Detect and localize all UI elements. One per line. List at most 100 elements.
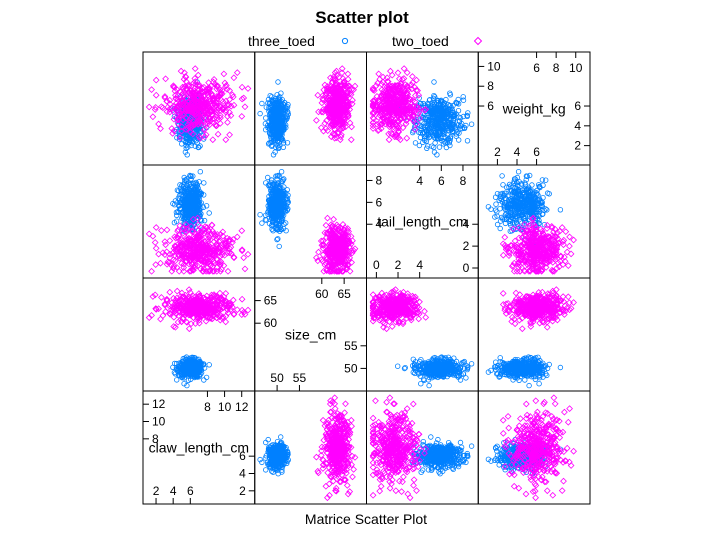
scatter-point bbox=[174, 120, 182, 128]
scatter-point bbox=[175, 116, 182, 124]
scatter-point bbox=[216, 107, 224, 114]
legend-label-three-toed: three_toed bbox=[248, 33, 315, 49]
scatter-point bbox=[197, 96, 204, 104]
scatter-point bbox=[257, 110, 263, 117]
scatter-point bbox=[197, 93, 205, 100]
scatter-point bbox=[271, 106, 277, 112]
scatter-point bbox=[275, 79, 281, 85]
scatter-point bbox=[161, 94, 169, 102]
scatter-point bbox=[148, 86, 155, 93]
scatter-point bbox=[163, 226, 171, 234]
scatter-point bbox=[152, 224, 160, 231]
scatter-point bbox=[276, 106, 283, 112]
scatter-point bbox=[218, 90, 226, 98]
diagonal-tick-label: 2 bbox=[395, 258, 402, 272]
scatter-point bbox=[200, 104, 208, 111]
scatter-point bbox=[173, 86, 181, 94]
scatter-point bbox=[416, 142, 423, 149]
scatter-point bbox=[447, 92, 454, 98]
scatter-point bbox=[170, 127, 178, 134]
scatter-point bbox=[219, 98, 227, 105]
scatter-point bbox=[214, 130, 222, 138]
scatter-point bbox=[186, 103, 194, 111]
scatter-point bbox=[209, 136, 217, 144]
scatter-point bbox=[272, 128, 278, 135]
scatter-point bbox=[266, 104, 272, 111]
scatter-point bbox=[387, 67, 394, 75]
scatter-point bbox=[224, 113, 231, 120]
scatter-point bbox=[268, 109, 274, 116]
scatter-point bbox=[152, 261, 160, 268]
scatter-point bbox=[216, 120, 224, 127]
diagonal-tick-label: 6 bbox=[438, 174, 445, 188]
scatter-point bbox=[266, 108, 272, 114]
scatter-point bbox=[176, 134, 184, 142]
scatter-point bbox=[230, 74, 238, 82]
scatter-point bbox=[181, 137, 187, 143]
scatter-point bbox=[151, 239, 159, 246]
diagonal-tick-label: 8 bbox=[553, 61, 560, 75]
diagonal-tick-label: 0 bbox=[373, 258, 380, 272]
scatter-point bbox=[324, 127, 332, 134]
scatter-point bbox=[208, 108, 216, 115]
scatter-point bbox=[214, 93, 222, 100]
scatter-point bbox=[464, 138, 471, 144]
diagonal-tick-label: 10 bbox=[487, 59, 501, 73]
scatter-point bbox=[152, 244, 160, 252]
scatter-point bbox=[148, 267, 155, 275]
scatter-point bbox=[208, 90, 215, 98]
scatter-point bbox=[210, 119, 218, 127]
scatter-point bbox=[198, 84, 206, 92]
scatter-point bbox=[267, 131, 273, 137]
diagonal-tick-label: 2 bbox=[574, 139, 581, 153]
scatter-point bbox=[179, 90, 187, 97]
diagonal-variable-label: weight_kg bbox=[502, 101, 566, 117]
scatter-point bbox=[170, 83, 177, 91]
scatter-point bbox=[501, 233, 509, 241]
scatter-point bbox=[166, 105, 173, 113]
scatter-point bbox=[278, 168, 285, 175]
scatter-point bbox=[223, 86, 231, 93]
diagonal-tick-label: 8 bbox=[376, 173, 383, 187]
diagonal-variable-label: tail_length_cm bbox=[377, 214, 467, 230]
scatter-point bbox=[195, 91, 203, 98]
scatter-point bbox=[226, 96, 233, 103]
scatter-point bbox=[161, 93, 169, 100]
scatter-point bbox=[189, 109, 196, 117]
diagonal-tick-label: 4 bbox=[376, 217, 383, 231]
scatter-point bbox=[266, 119, 272, 125]
diagonal-tick-label: 4 bbox=[416, 174, 423, 188]
scatter-point bbox=[226, 87, 233, 94]
scatter-point bbox=[388, 71, 396, 79]
scatter-point bbox=[223, 101, 231, 109]
diagonal-tick-label: 4 bbox=[463, 217, 470, 231]
diagonal-tick-label: 6 bbox=[574, 99, 581, 113]
scatter-point bbox=[172, 91, 179, 99]
scatter-point bbox=[227, 102, 235, 110]
scatter-point bbox=[238, 227, 246, 235]
diagonal-tick-label: 4 bbox=[514, 145, 521, 159]
scatter-point bbox=[157, 259, 164, 267]
scatter-point bbox=[177, 67, 185, 75]
scatter-point bbox=[155, 120, 162, 128]
scatter-point bbox=[515, 168, 522, 175]
scatter-point bbox=[183, 95, 191, 103]
scatter-point bbox=[182, 126, 190, 133]
scatter-point bbox=[202, 114, 210, 121]
scatter-point bbox=[259, 220, 265, 226]
scatter-point bbox=[210, 115, 218, 123]
scatter-point bbox=[283, 113, 289, 119]
scatter-point bbox=[183, 86, 191, 93]
scatter-point bbox=[166, 100, 174, 108]
scatter-point bbox=[224, 267, 232, 275]
scatter-point bbox=[220, 70, 228, 78]
scatter-point bbox=[180, 75, 188, 83]
scatter-point bbox=[244, 250, 252, 258]
legend-marker-three-toed bbox=[341, 37, 349, 45]
scatter-point bbox=[213, 93, 221, 100]
scatter-point bbox=[202, 101, 210, 109]
scatter-point bbox=[279, 123, 285, 129]
scatter-point bbox=[225, 101, 233, 109]
